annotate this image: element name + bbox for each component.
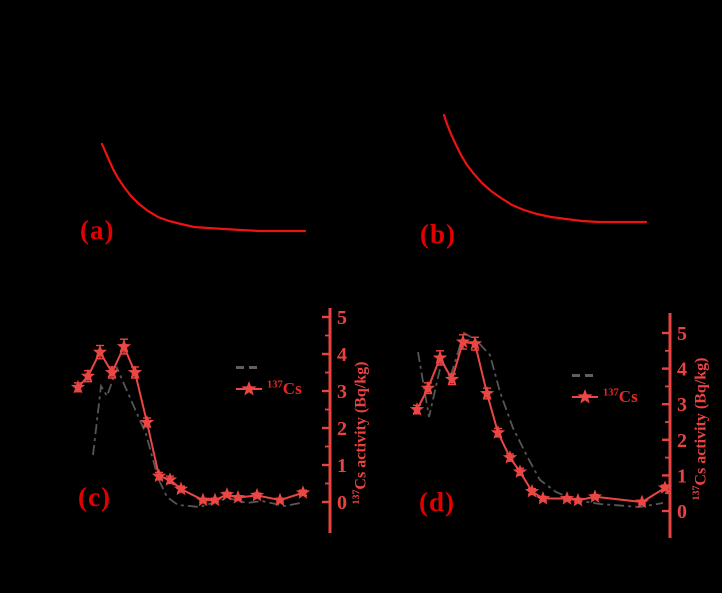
star-marker <box>535 491 551 505</box>
tick-label-d-1: 1 <box>677 465 687 487</box>
series-dashed-d <box>417 331 664 508</box>
y-axis-label-c-superscript: 137 <box>351 489 362 505</box>
legend-d-entry-dashed <box>572 366 638 385</box>
star-marker <box>524 483 540 498</box>
series-cs137-d <box>409 334 673 509</box>
star-marker <box>272 492 288 507</box>
star-marker <box>70 379 86 394</box>
panel-d-y-axis: 0 1 2 3 4 5 <box>662 313 687 538</box>
star-marker-swatch <box>236 380 262 395</box>
decay-curve-a <box>100 142 307 233</box>
star-marker <box>455 334 471 348</box>
y-axis-label-d-text: Cs activity (Bq/kg) <box>692 357 710 486</box>
legend-d: 137Cs <box>572 366 638 406</box>
y-axis-label-d: 137Cs activity (Bq/kg) <box>687 329 710 529</box>
tick-label-d-2: 2 <box>677 430 687 452</box>
star-marker <box>409 402 425 416</box>
star-marker <box>587 489 603 503</box>
legend-c-cs137-label: 137Cs <box>267 380 302 397</box>
tick-label-c-2: 2 <box>337 418 347 440</box>
tick-label-c-5: 5 <box>337 307 347 329</box>
tick-label-d-3: 3 <box>677 394 687 416</box>
panel-d: 0 1 2 3 4 5 <box>409 313 687 538</box>
legend-d-entry-cs137: 137Cs <box>572 387 638 406</box>
legend-c: 137Cs <box>236 358 302 398</box>
cs137-superscript: 137 <box>603 387 619 399</box>
cs137-text: Cs <box>282 379 302 398</box>
panel-c: 0 1 2 3 4 5 <box>70 307 347 533</box>
tick-label-c-1: 1 <box>337 455 347 477</box>
y-axis-label-c-text: Cs activity (Bq/kg) <box>352 361 370 490</box>
series-dashed-c <box>92 365 301 508</box>
star-marker <box>490 425 506 439</box>
star-marker <box>139 414 155 429</box>
legend-c-entry-cs137: 137Cs <box>236 379 302 398</box>
star-marker <box>559 491 575 505</box>
decay-curve-b <box>442 113 648 224</box>
star-marker <box>80 368 96 383</box>
y-axis-label-c: 137Cs activity (Bq/kg) <box>347 333 370 533</box>
panel-c-y-axis: 0 1 2 3 4 5 <box>322 307 347 533</box>
tick-label-d-0: 0 <box>677 501 687 523</box>
star-marker <box>249 487 265 502</box>
star-marker <box>467 336 483 350</box>
star-marker <box>502 450 518 464</box>
star-marker <box>570 492 586 507</box>
tick-label-c-4: 4 <box>337 344 347 366</box>
star-marker <box>432 350 448 364</box>
legend-c-entry-dashed <box>236 358 302 377</box>
dashed-line-swatch <box>236 366 260 369</box>
panel-label-c: (c) <box>78 482 111 512</box>
panel-label-b: (b) <box>420 219 456 249</box>
star-marker <box>512 464 528 478</box>
star-marker <box>127 365 143 379</box>
star-marker <box>479 386 495 400</box>
tick-label-d-4: 4 <box>677 359 687 381</box>
star-marker <box>92 344 108 359</box>
star-marker <box>657 480 673 494</box>
panel-a <box>100 142 307 233</box>
star-marker <box>162 472 178 486</box>
tick-label-c-0: 0 <box>337 492 347 514</box>
star-marker <box>219 487 235 501</box>
cs137-text: Cs <box>618 387 638 406</box>
star-marker <box>634 494 650 509</box>
star-marker <box>295 485 311 499</box>
star-marker-swatch <box>572 388 598 403</box>
legend-d-cs137-label: 137Cs <box>603 388 638 405</box>
star-marker <box>151 468 167 483</box>
panel-label-a: (a) <box>80 215 115 245</box>
star-marker <box>444 371 460 386</box>
series-cs137-c <box>70 338 311 507</box>
dashed-line-swatch <box>572 374 596 377</box>
star-marker <box>420 380 436 395</box>
star-marker <box>230 490 246 504</box>
star-marker <box>173 481 189 496</box>
star-marker <box>207 492 223 507</box>
panel-label-d: (d) <box>419 487 455 517</box>
tick-label-c-3: 3 <box>337 381 347 403</box>
star-marker <box>104 365 120 379</box>
cs137-superscript: 137 <box>267 379 283 391</box>
y-axis-label-d-superscript: 137 <box>691 485 702 501</box>
panel-b <box>442 113 648 224</box>
star-marker <box>195 492 211 507</box>
star-marker <box>116 339 132 353</box>
tick-label-d-5: 5 <box>677 323 687 345</box>
